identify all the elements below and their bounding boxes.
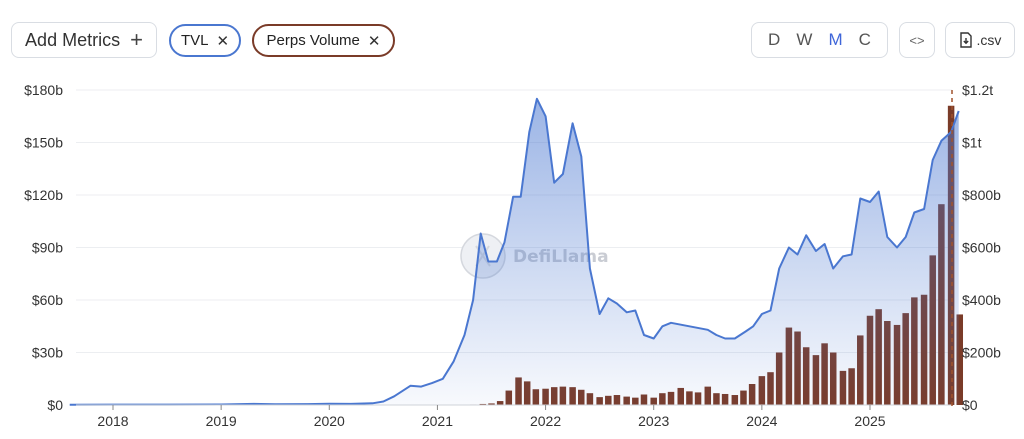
plus-icon: + [130, 27, 143, 52]
period-monthly[interactable]: M [828, 30, 843, 49]
metric-chip-tvl[interactable]: TVL ✕ [169, 24, 241, 57]
tvl-area-fill [69, 98, 959, 406]
right-y-axis: $0 $200b $400b $600b $800b $1t $1.2t [962, 82, 1001, 413]
download-csv-button[interactable]: .csv [945, 22, 1015, 58]
period-daily[interactable]: D [768, 30, 781, 49]
x-axis: 2018 2019 2020 2021 2022 2023 2024 2025 [76, 404, 952, 429]
y-left-tick-label: $150b [24, 135, 63, 151]
code-icon: <> [909, 32, 925, 48]
x-tick-label: 2025 [854, 413, 885, 429]
period-selector: D W M C [751, 22, 888, 58]
x-tick-label: 2021 [422, 413, 453, 429]
x-tick-label: 2024 [746, 413, 777, 429]
close-icon[interactable]: ✕ [216, 32, 230, 50]
y-left-tick-label: $60b [32, 292, 63, 308]
tvl-line [69, 97, 960, 406]
y-right-tick-label: $1t [962, 135, 982, 151]
period-cumulative[interactable]: C [858, 30, 871, 49]
metric-chip-perps-volume[interactable]: Perps Volume ✕ [252, 24, 395, 57]
add-metrics-button[interactable]: Add Metrics + [11, 22, 157, 58]
x-tick-label: 2019 [206, 413, 237, 429]
y-left-tick-label: $30b [32, 345, 63, 361]
y-right-tick-label: $1.2t [962, 82, 993, 98]
y-left-tick-label: $90b [32, 240, 63, 256]
download-icon [959, 32, 972, 48]
x-tick-label: 2022 [530, 413, 561, 429]
metric-chip-label: TVL [180, 32, 209, 49]
x-tick-label: 2020 [314, 413, 345, 429]
left-y-axis: $0 $30b $60b $90b $120b $150b $180b [24, 82, 63, 413]
perps-volume-bar [956, 314, 964, 405]
csv-label: .csv [976, 32, 1002, 48]
y-right-tick-label: $400b [962, 292, 1001, 308]
x-tick-label: 2018 [97, 413, 128, 429]
close-icon[interactable]: ✕ [367, 32, 381, 50]
y-left-tick-label: $0 [47, 397, 63, 413]
y-right-tick-label: $200b [962, 345, 1001, 361]
y-right-tick-label: $600b [962, 240, 1001, 256]
y-left-tick-label: $120b [24, 187, 63, 203]
y-right-tick-label: $0 [962, 397, 978, 413]
metric-chip-label: Perps Volume [266, 32, 360, 49]
chart-toolbar: Add Metrics + TVL ✕ Perps Volume ✕ D W M… [0, 0, 1024, 80]
y-right-tick-label: $800b [962, 187, 1001, 203]
period-weekly[interactable]: W [796, 30, 813, 49]
x-tick-label: 2023 [638, 413, 669, 429]
tvl-area [69, 97, 960, 406]
y-left-tick-label: $180b [24, 82, 63, 98]
embed-button[interactable]: <> [899, 22, 935, 58]
tvl-perps-chart[interactable]: DefiLlama $0$30b$60b$90b$120b$150b$180b … [0, 80, 1024, 439]
add-metrics-label: Add Metrics [25, 29, 121, 50]
